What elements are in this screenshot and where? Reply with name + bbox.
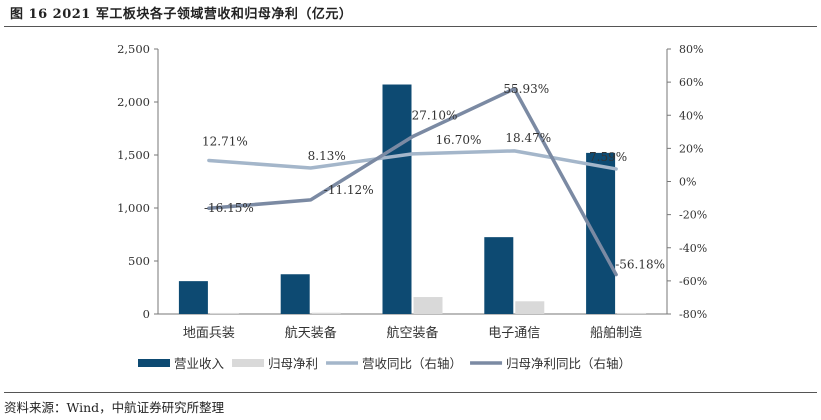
right-axis-tick-label: -40%	[679, 242, 707, 255]
net-profit-yoy-label: -11.12%	[324, 183, 374, 197]
legend-label: 营收同比（右轴）	[362, 356, 462, 371]
revenue-bar	[484, 237, 514, 314]
revenue-bar	[382, 84, 412, 314]
right-axis-tick-label: 0%	[679, 176, 696, 189]
net-profit-yoy-label: -16.15%	[204, 201, 254, 215]
net-profit-yoy-label: -56.18%	[615, 258, 665, 272]
net-profit-yoy-label: 27.10%	[412, 109, 458, 123]
left-axis-tick-label: 0	[143, 307, 150, 321]
right-axis-tick-label: 40%	[679, 109, 703, 122]
right-axis-tick-label: 80%	[679, 43, 703, 56]
net-profit-yoy-label: 55.93%	[503, 82, 549, 96]
source-note: 资料来源：Wind，中航证券研究所整理	[4, 400, 225, 415]
left-axis-tick-label: 1,500	[117, 148, 150, 162]
left-axis-tick-label: 1,000	[117, 201, 150, 215]
net-profit-bar	[617, 312, 647, 314]
right-axis-tick-label: -80%	[679, 308, 707, 321]
revenue-yoy-line	[207, 149, 618, 171]
net-profit-yoy-line	[207, 87, 618, 277]
revenue-yoy-label: 18.47%	[505, 131, 551, 145]
revenue-bar	[280, 274, 310, 314]
left-axis-tick-label: 2,000	[117, 95, 150, 109]
left-axis-tick-label: 500	[128, 254, 150, 268]
right-axis-tick-label: -20%	[679, 209, 707, 222]
revenue-bar	[178, 281, 208, 314]
legend-swatch	[232, 359, 265, 367]
category-label: 地面兵装	[183, 326, 235, 341]
legend-label: 营业收入	[174, 356, 225, 371]
top-rule	[4, 26, 817, 27]
revenue-bar	[586, 152, 616, 314]
revenue-yoy-label: 8.13%	[308, 149, 346, 163]
combo-chart: 0 500 1,000 1,500 2,000 2,500 -80% -60% -40% -20%…	[117, 42, 707, 371]
revenue-yoy-label: 12.71%	[202, 134, 248, 148]
legend-label: 归母净利同比（右轴）	[506, 356, 631, 371]
legend-swatch	[138, 359, 170, 367]
category-label: 电子通信	[488, 326, 540, 341]
right-axis-tick-label: 20%	[679, 142, 703, 155]
net-profit-bar	[209, 312, 239, 314]
left-axis-tick-label: 2,500	[117, 42, 150, 56]
revenue-yoy-label: 16.70%	[436, 133, 482, 147]
category-label: 船舶制造	[590, 325, 642, 341]
net-profit-bar	[311, 312, 341, 314]
net-profit-bar	[413, 297, 443, 314]
bottom-rule	[4, 392, 817, 393]
legend-label: 归母净利	[268, 356, 318, 371]
category-label: 航空装备	[386, 325, 438, 341]
right-axis-tick-label: -60%	[679, 275, 707, 288]
category-label: 航天装备	[285, 325, 337, 341]
right-axis-tick-label: 60%	[679, 76, 703, 89]
figure-title: 图 16 2021 军工板块各子领域营收和归母净利（亿元）	[10, 7, 353, 22]
revenue-yoy-label: 7.59%	[589, 150, 627, 164]
net-profit-bar	[515, 301, 545, 314]
